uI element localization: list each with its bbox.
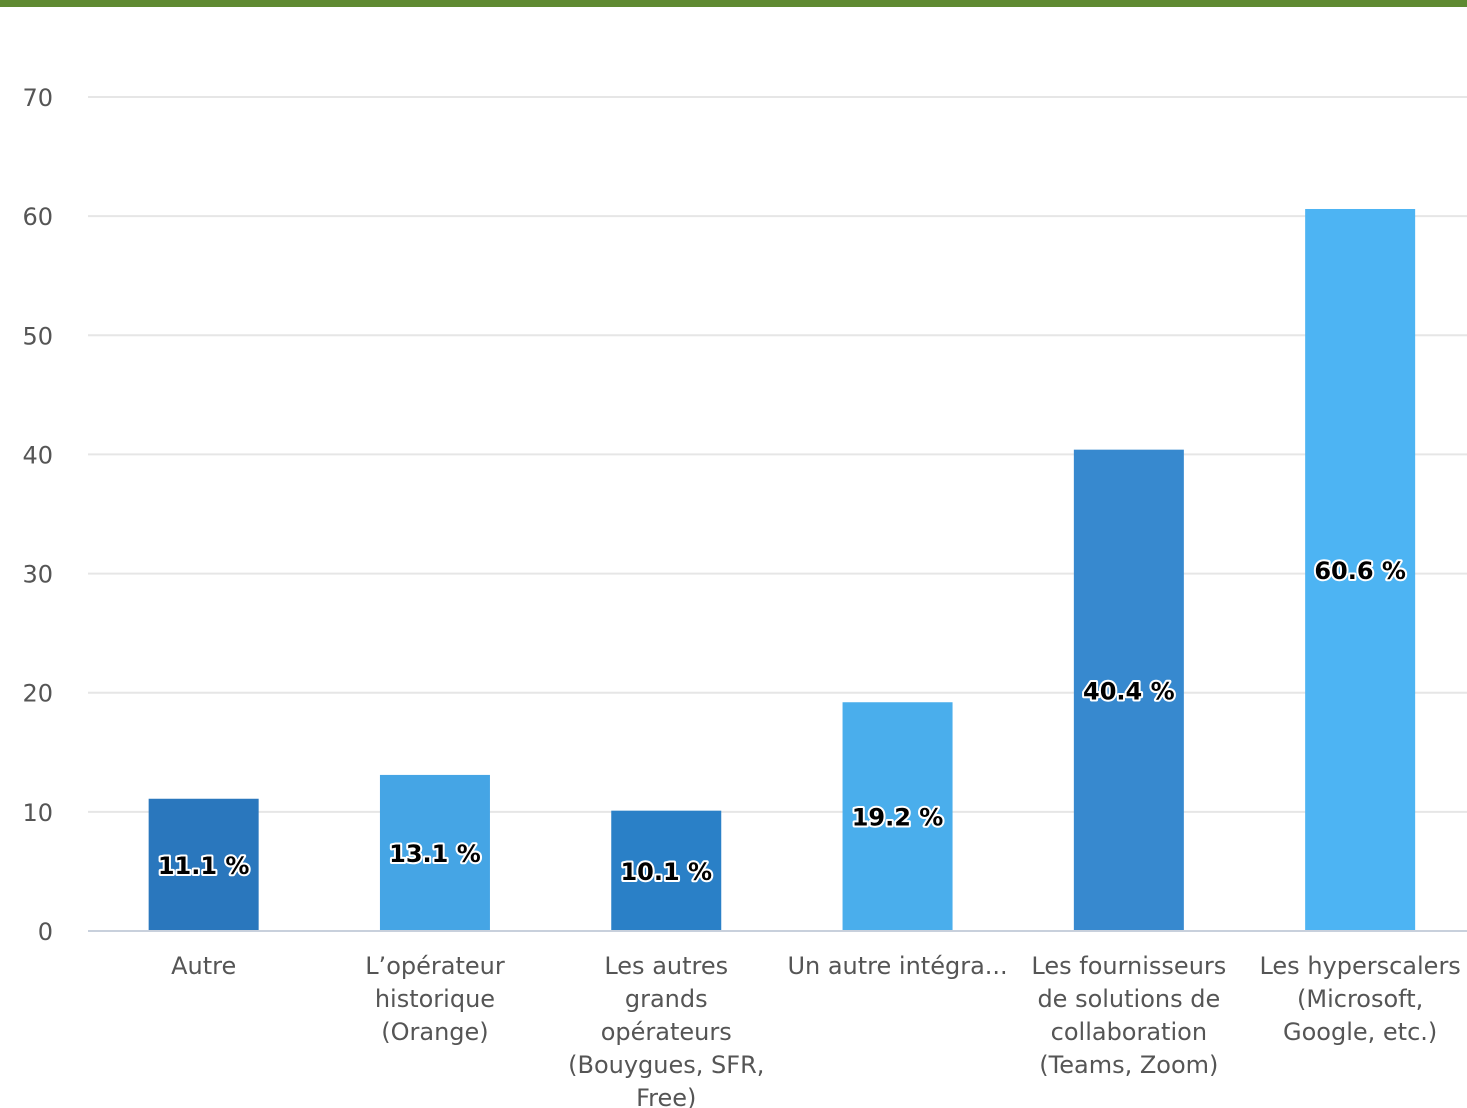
x-tick-label: Les fournisseurs de solutions de collabora… <box>1031 952 1226 1079</box>
x-tick-label: Un autre intégra... <box>787 952 1007 980</box>
y-tick-label: 30 <box>22 561 53 589</box>
y-tick-label: 40 <box>22 441 53 469</box>
bar[interactable] <box>379 774 490 931</box>
y-tick-label: 70 <box>22 84 53 112</box>
x-tick-label: Les hyperscalers (Microsoft, Google, etc.) <box>1259 952 1460 1046</box>
x-tick-label: L’opérateur historique (Orange) <box>365 952 505 1046</box>
x-tick-label: Les autres grands opérateurs (Bouygues, SFR… <box>568 952 764 1108</box>
data-label: 11.1 % <box>158 852 250 880</box>
data-label: 13.1 % <box>389 840 481 868</box>
data-labels: 11.1 % 13.1 % 10.1 % 19.2 % 40.4 % 60.6 % <box>156 555 1408 888</box>
y-tick-label: 20 <box>22 680 53 708</box>
bar[interactable] <box>611 810 722 931</box>
y-tick-label: 60 <box>22 203 53 231</box>
bar[interactable] <box>842 702 953 931</box>
y-tick-label: 0 <box>38 918 53 946</box>
gridlines <box>88 96 1467 813</box>
data-label: 40.4 % <box>1083 677 1175 705</box>
data-label: 10.1 % <box>620 858 712 886</box>
y-tick-label: 50 <box>22 322 53 350</box>
bar[interactable] <box>148 798 259 931</box>
bars <box>148 208 1416 932</box>
y-axis-ticks: 0 10 20 30 40 50 60 70 <box>22 84 53 946</box>
data-label: 60.6 % <box>1314 557 1406 585</box>
x-tick-label: Autre <box>171 952 236 980</box>
data-label: 19.2 % <box>852 804 944 832</box>
top-accent-bar <box>0 0 1467 7</box>
bar[interactable] <box>1073 449 1184 931</box>
bar[interactable] <box>1305 208 1416 932</box>
y-tick-label: 10 <box>22 799 53 827</box>
x-axis-categories: Autre L’opérateur historique (Orange) Les au… <box>171 952 1461 1108</box>
